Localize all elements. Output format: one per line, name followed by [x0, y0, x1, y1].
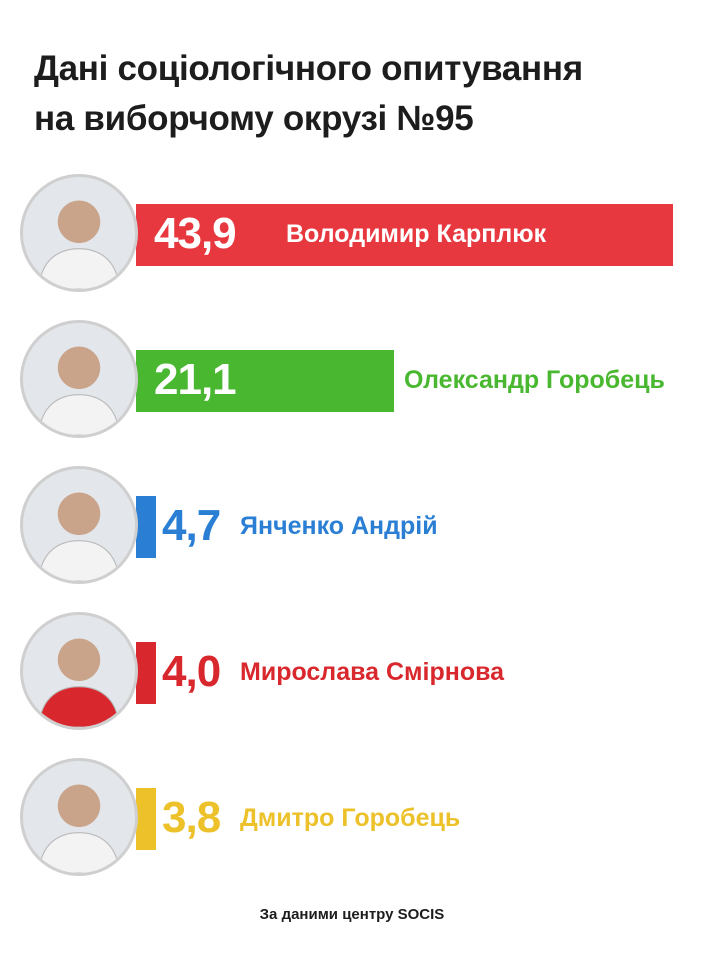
source-note: За даними центру SOCIS: [259, 906, 445, 923]
bar: [136, 350, 394, 412]
person-avatar-icon: [20, 174, 138, 292]
bar-value-label: 4,7: [162, 501, 221, 550]
chart-row: 21,1 Олександр Горобець: [0, 320, 704, 444]
person-avatar-icon: [20, 758, 138, 876]
bar: [136, 642, 156, 704]
bar-value-label: 3,8: [162, 793, 221, 842]
person-avatar-icon: [20, 466, 138, 584]
bar: [136, 204, 673, 266]
chart-row: 43,9 Володимир Карплюк: [0, 174, 704, 298]
chart-title-line-2: на виборчому окрузі №95: [34, 99, 474, 138]
bar: [136, 496, 156, 558]
bar-category-label: Мирослава Смірнова: [240, 658, 505, 686]
person-avatar-icon: [20, 320, 138, 438]
chart-row: 4,0 Мирослава Смірнова: [0, 612, 704, 736]
bar-category-label: Янченко Андрій: [240, 512, 438, 540]
chart-title: Дані соціологічного опитування на виборч…: [34, 44, 684, 144]
bar-value-label: 4,0: [162, 647, 221, 696]
bar-value-label: 21,1: [154, 355, 237, 404]
bar-category-label: Олександр Горобець: [404, 366, 665, 394]
chart-title-line-1: Дані соціологічного опитування: [34, 49, 583, 88]
chart-row: 3,8 Дмитро Горобець: [0, 758, 704, 882]
bar-value-label: 43,9: [154, 209, 237, 258]
chart-row: 4,7 Янченко Андрій: [0, 466, 704, 590]
person-avatar-icon: [20, 612, 138, 730]
bar: [136, 788, 156, 850]
bar-category-label: Володимир Карплюк: [286, 220, 547, 248]
bar-category-label: Дмитро Горобець: [240, 804, 461, 832]
